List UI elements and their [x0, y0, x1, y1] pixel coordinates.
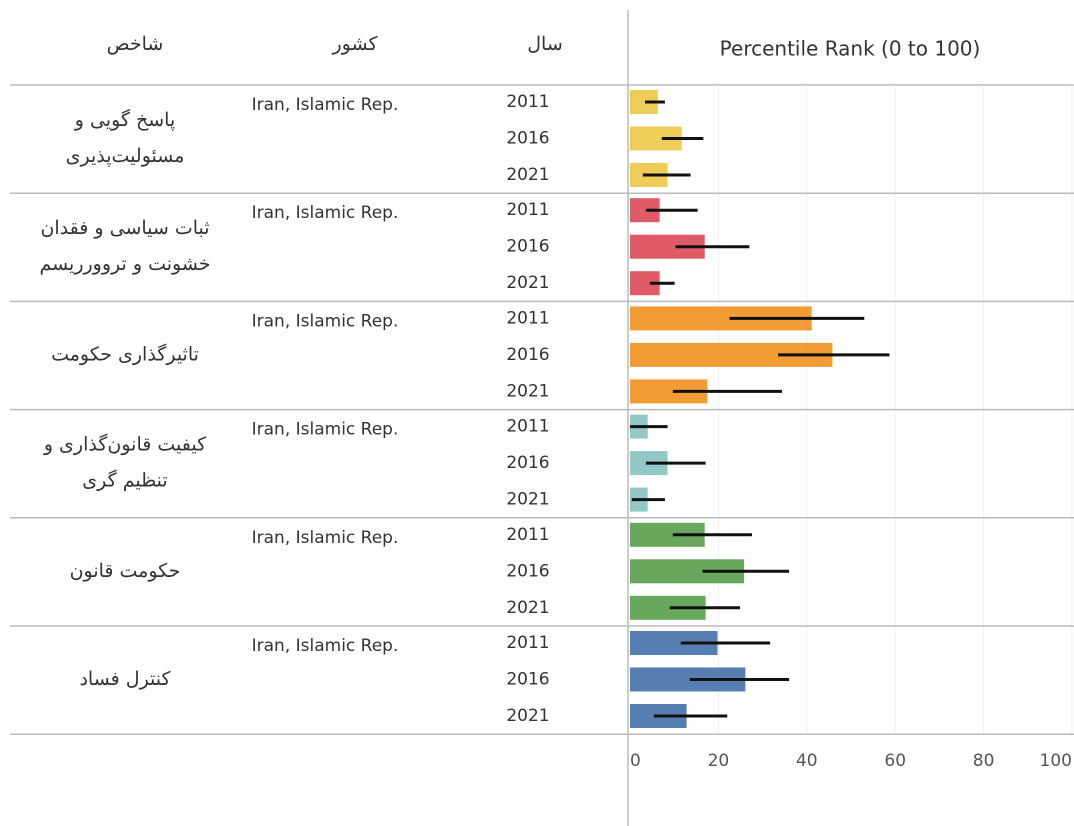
year-label: 2021	[506, 598, 549, 618]
year-label: 2011	[506, 200, 549, 220]
year-label: 2016	[506, 345, 549, 365]
year-label: 2016	[506, 670, 549, 690]
x-tick-label: 40	[796, 751, 818, 771]
year-label: 2011	[506, 633, 549, 653]
country-label: Iran, Islamic Rep.	[252, 95, 399, 115]
year-label: 2021	[506, 165, 549, 185]
country-label: Iran, Islamic Rep.	[252, 636, 399, 656]
x-tick-label: 100	[1040, 751, 1072, 771]
year-label: 2016	[506, 237, 549, 257]
country-label: Iran, Islamic Rep.	[252, 420, 399, 440]
year-label: 2011	[506, 417, 549, 437]
country-label: Iran, Islamic Rep.	[252, 311, 399, 331]
x-tick-label: 80	[973, 751, 995, 771]
header-indicator: شاخص	[107, 33, 164, 55]
indicator-label: ثبات سیاسی و فقدان	[40, 217, 209, 239]
year-label: 2021	[506, 381, 549, 401]
year-label: 2021	[506, 490, 549, 510]
year-label: 2016	[506, 561, 549, 581]
indicator-label: کنترل فساد	[79, 668, 171, 690]
year-label: 2016	[506, 453, 549, 473]
header-country: کشور	[332, 33, 379, 55]
indicator-label: حکومت قانون	[70, 560, 181, 582]
year-label: 2011	[506, 525, 549, 545]
header-value-axis: Percentile Rank (0 to 100)	[720, 37, 981, 61]
indicator-label: خشونت و تروورریسم	[39, 253, 210, 275]
country-label: Iran, Islamic Rep.	[252, 203, 399, 223]
indicator-label: تاثیرگذاری حکومت	[51, 342, 199, 365]
indicator-label: مسئولیت‌پذیری	[66, 145, 185, 167]
year-label: 2016	[506, 129, 549, 149]
x-tick-label: 0	[630, 751, 641, 771]
x-tick-label: 60	[884, 751, 906, 771]
year-label: 2021	[506, 273, 549, 293]
year-label: 2011	[506, 308, 549, 328]
indicator-label: کیفیت قانون‌گذاری و	[43, 433, 207, 456]
header-year: سال	[527, 33, 563, 55]
x-tick-label: 20	[708, 751, 730, 771]
year-label: 2011	[506, 92, 549, 112]
country-label: Iran, Islamic Rep.	[252, 528, 399, 548]
year-label: 2021	[506, 706, 549, 726]
indicator-label: تنظیم گری	[82, 469, 167, 492]
indicator-label: پاسخ گویی و	[74, 108, 176, 131]
